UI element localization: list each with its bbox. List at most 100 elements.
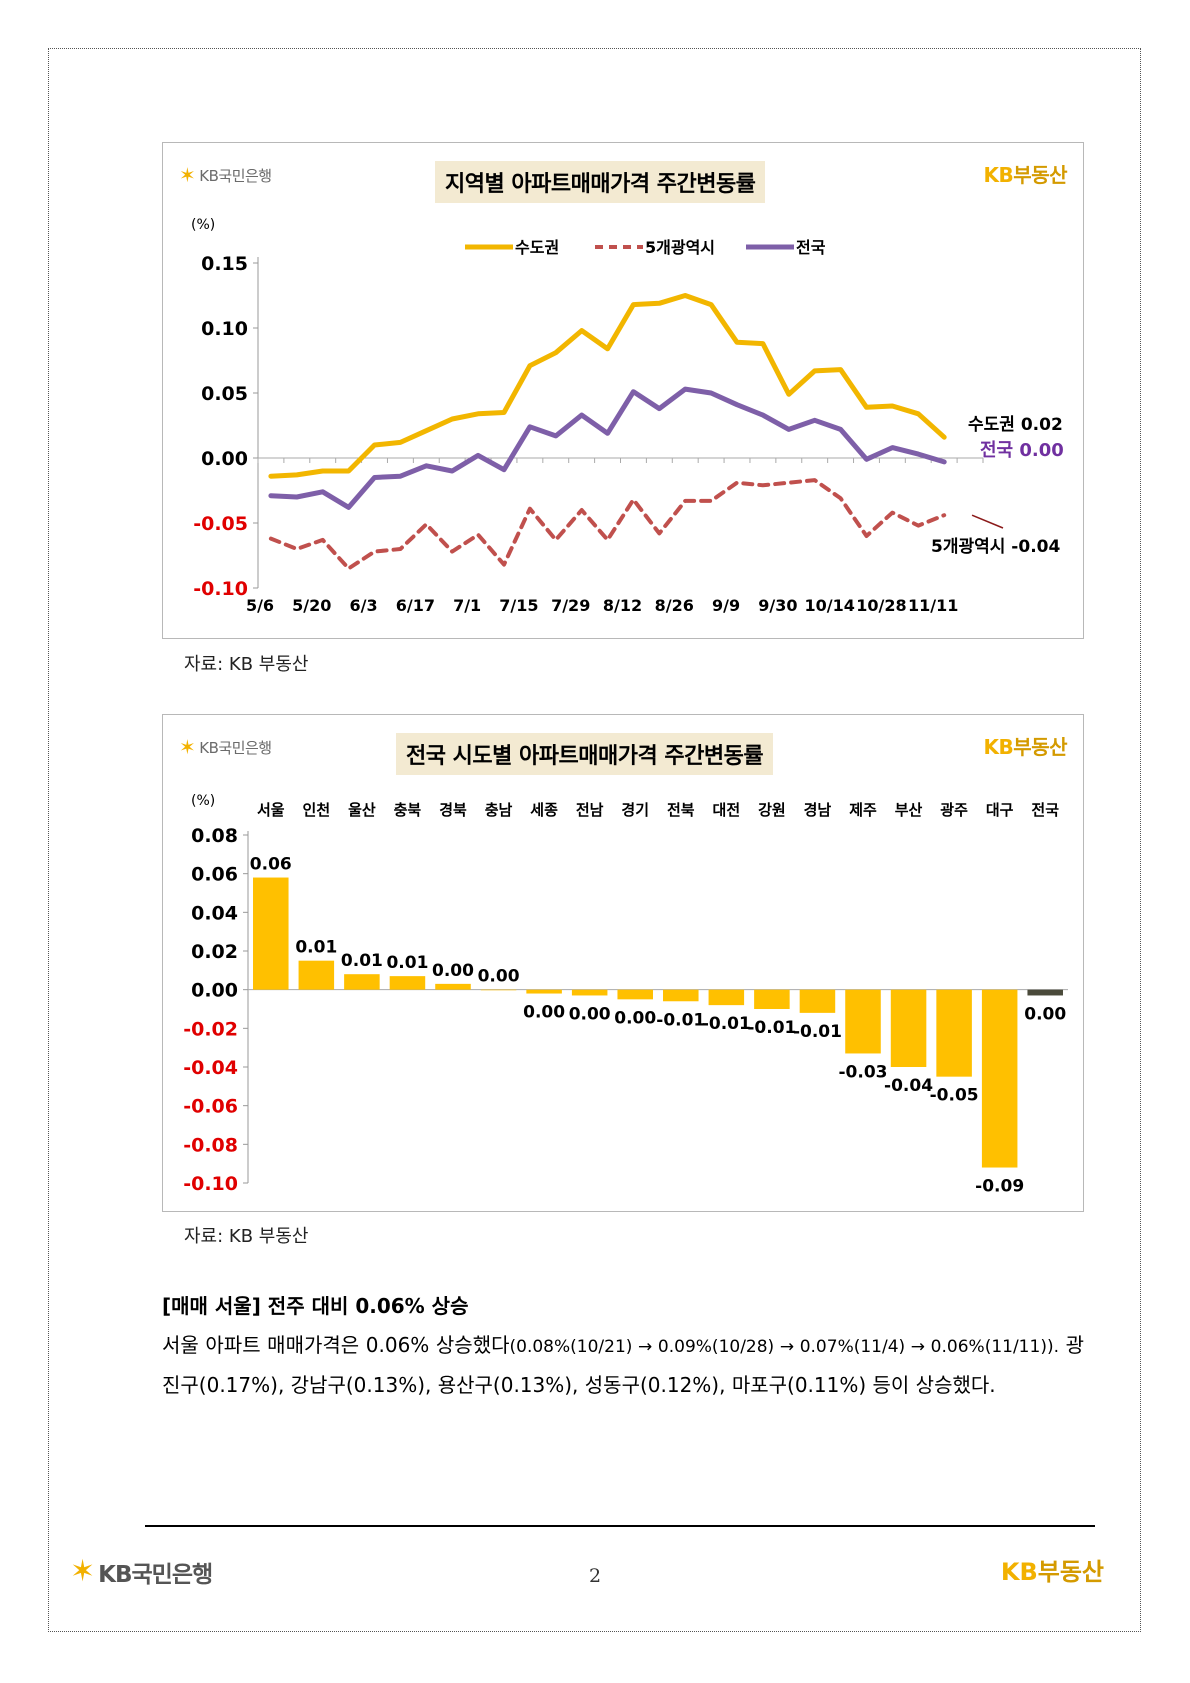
kb-star-icon: ✶ (70, 1554, 95, 1589)
kb-realty-logo: KB부동산 (984, 159, 1068, 188)
chart1-x-tick-label: 8/26 (655, 596, 694, 615)
chart1-y-tick-label: -0.05 (193, 513, 248, 535)
chart2-data-label: -0.01 (656, 1010, 705, 1030)
chart1-y-tick-label: 0.10 (201, 318, 248, 340)
chart1-x-tick-label: 6/17 (396, 596, 435, 615)
chart2-data-label: 0.01 (295, 938, 337, 958)
chart2-data-label: 0.00 (1024, 1004, 1066, 1024)
chart2-category-label: 경기 (621, 801, 649, 819)
chart1-legend-label: 5개광역시 (645, 238, 715, 257)
chart2-data-label: 0.01 (386, 953, 428, 973)
chart2-bar (389, 976, 426, 990)
chart2-bar (663, 989, 699, 1002)
chart1-x-tick-label: 6/3 (350, 596, 378, 615)
chart2-data-label: -0.01 (702, 1014, 751, 1034)
body-text-a: 서울 아파트 매매가격은 0.06% 상승했다 (162, 1333, 510, 1357)
chart2-category-label: 서울 (257, 801, 285, 819)
chart1-x-tick-label: 10/28 (856, 596, 906, 615)
section-heading: [매매 서울] 전주 대비 0.06% 상승 (162, 1294, 469, 1318)
chart2-source: 자료: KB 부동산 (184, 1226, 309, 1247)
chart1-x-tick-label: 5/20 (292, 596, 331, 615)
page-border (48, 48, 1141, 1632)
chart2-bar (799, 989, 836, 1013)
chart2-y-tick-label: 0.04 (191, 902, 238, 924)
kb-realty-logo-kb: KB (983, 735, 1014, 759)
footer-realty-logo: KB부동산 (1001, 1552, 1104, 1587)
kb-star-icon: ✶ (179, 735, 196, 759)
regional-line-chart: (%) 0.15 0.10 0.05 0.00 -0.05 -0.105/6 5/20 6/3 6… (191, 217, 1064, 615)
chart1-end-label-metro: 5개광역시 -0.04 (931, 537, 1060, 557)
chart2-y-tick-label: 0.06 (191, 864, 238, 886)
chart1-x-tick-label: 9/30 (758, 596, 797, 615)
chart2-bar (890, 989, 927, 1067)
chart1-x-tick-label: 8/12 (603, 596, 642, 615)
footer-realty-text: 부동산 (1037, 1558, 1104, 1586)
chart2-unit-label: (%) (191, 793, 215, 809)
chart2-bar (253, 877, 289, 990)
chart2-bar (526, 989, 562, 994)
chart2-bar (981, 989, 1018, 1168)
body-text-b: (0.08%(10/21) → 0.09%(10/28) → 0.07%(11/… (509, 1337, 1059, 1357)
chart2-data-label: 0.01 (341, 951, 383, 971)
chart1-series-line-2 (268, 386, 947, 510)
kb-realty-logo-text: 부동산 (1013, 735, 1067, 759)
chart2-bar (617, 989, 653, 1000)
body-paragraph: 서울 아파트 매매가격은 0.06% 상승했다(0.08%(10/21) → 0… (162, 1326, 1084, 1404)
chart2-data-label: 0.00 (432, 961, 474, 981)
chart1-y-tick-label: 0.05 (201, 383, 248, 405)
chart1-x-tick-label: 7/29 (551, 596, 590, 615)
chart2-data-label: -0.05 (930, 1086, 979, 1106)
chart2-bar (1027, 989, 1063, 996)
chart2-bar (708, 989, 745, 1006)
kb-bank-logo-text: KB국민은행 (199, 166, 272, 185)
kb-bank-logo-text: KB국민은행 (199, 738, 272, 757)
chart2-data-label: -0.04 (884, 1076, 933, 1096)
chart2-bar (754, 989, 790, 1009)
chart1-legend-label: 전국 (796, 238, 826, 257)
chart2-category-label: 대전 (713, 801, 741, 819)
chart2-data-label: -0.03 (839, 1062, 888, 1082)
chart1-callout-line (971, 514, 1004, 529)
chart2-y-tick-label: 0.08 (191, 825, 238, 847)
chart2-category-label: 경북 (439, 801, 467, 819)
chart1-series-line-1 (268, 478, 947, 571)
chart2-category-label: 강원 (758, 801, 786, 819)
chart2-category-label: 인천 (303, 801, 331, 819)
chart2-category-label: 전남 (576, 801, 604, 819)
chart1-x-tick-label: 7/1 (453, 596, 481, 615)
chart1-series-line-0 (268, 293, 947, 479)
chart1-x-tick-label: 5/6 (246, 596, 274, 615)
chart2-category-label: 충남 (485, 801, 513, 819)
chart2-category-label: 전북 (667, 801, 695, 819)
body-text-c: 광진구(0.17%), 강남구(0.13%), 용산구(0.13%), 성동구(… (162, 1333, 1084, 1397)
chart1-y-tick-label: 0.00 (201, 448, 248, 470)
chart1-x-tick-label: 11/11 (908, 596, 958, 615)
chart2-category-label: 울산 (348, 801, 376, 819)
chart1-end-label-national: 전국 0.00 (980, 440, 1064, 461)
chart1-unit-label: (%) (191, 217, 215, 233)
chart1-title: 지역별 아파트매매가격 주간변동률 (435, 161, 766, 203)
footer-bank-logo-text: KB국민은행 (98, 1561, 213, 1588)
chart1-legend-label: 수도권 (515, 238, 559, 257)
chart2-y-tick-label: 0.00 (191, 980, 238, 1002)
kb-realty-logo-text: 부동산 (1013, 163, 1067, 187)
chart2-category-label: 대구 (986, 801, 1014, 819)
chart2-data-label: 0.06 (250, 855, 292, 875)
kb-star-icon: ✶ (179, 163, 196, 187)
chart2-category-label: 경남 (804, 801, 832, 819)
chart2-bar (480, 989, 517, 991)
chart1-x-tick-label: 9/9 (712, 596, 740, 615)
chart2-data-label: -0.01 (793, 1022, 842, 1042)
chart2-bar (435, 983, 471, 990)
chart1-x-tick-label: 7/15 (499, 596, 538, 615)
chart2-bar (936, 989, 972, 1077)
chart2-title: 전국 시도별 아파트매매가격 주간변동률 (396, 733, 774, 775)
kb-realty-logo: KB부동산 (983, 731, 1068, 760)
chart1-y-tick-label: 0.15 (201, 253, 248, 275)
footer-bank-logo: ✶ KB국민은행 (70, 1554, 213, 1589)
chart2-data-label: 0.00 (614, 1008, 656, 1028)
chart2-data-label: -0.09 (975, 1177, 1024, 1197)
chart2-category-label: 광주 (940, 801, 968, 819)
kb-bank-logo: ✶ KB국민은행 (179, 735, 272, 759)
chart2-y-tick-label: -0.02 (183, 1018, 238, 1040)
